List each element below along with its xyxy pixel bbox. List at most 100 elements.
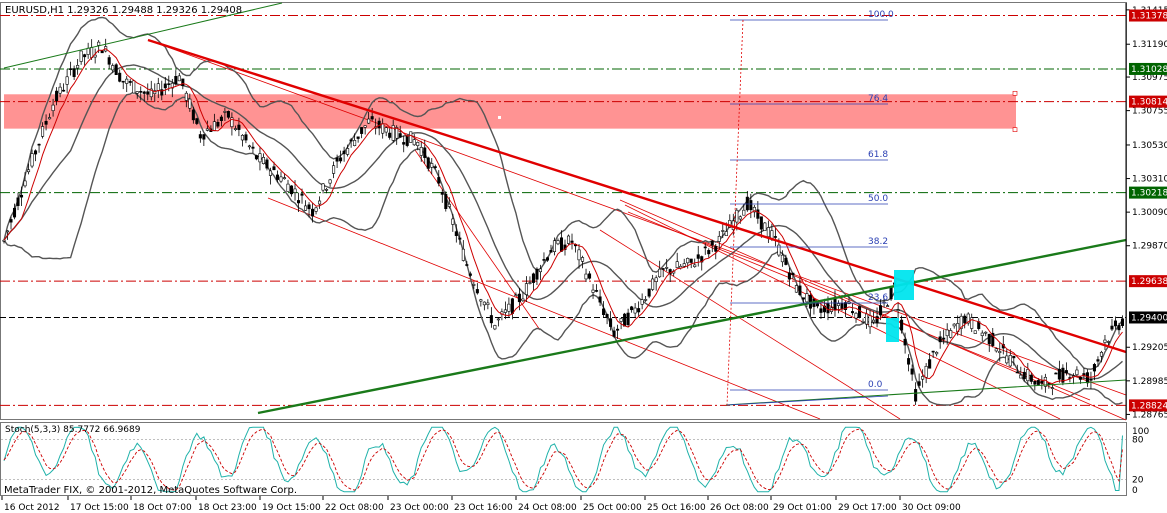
candle-body	[616, 328, 620, 331]
candle-body	[517, 293, 521, 303]
candle-body	[1040, 380, 1044, 384]
candle-body	[202, 134, 206, 140]
candle-body	[300, 193, 304, 196]
candle-body	[177, 75, 181, 82]
candle-body	[535, 268, 539, 280]
candle-body	[1117, 325, 1121, 331]
candle-body	[710, 240, 714, 246]
candle-body	[914, 389, 918, 402]
candle-body	[174, 76, 178, 85]
candle-body	[917, 381, 921, 386]
candle-body	[444, 193, 448, 209]
candle-body	[896, 309, 900, 311]
candle-body	[339, 157, 343, 162]
candle-body	[581, 257, 585, 262]
candle-body	[76, 65, 80, 69]
candle-body	[332, 165, 336, 174]
price-tag-label: 1.30814	[1131, 98, 1167, 108]
candle-body	[815, 303, 819, 307]
candle-body	[696, 254, 700, 259]
candle-body	[346, 148, 350, 155]
candle-body	[286, 183, 290, 192]
price-tick-label: 1.28985	[1132, 377, 1167, 387]
price-tag-label: 1.31028	[1131, 65, 1167, 75]
candle-body	[121, 80, 125, 83]
candle-body	[1061, 367, 1065, 383]
candle-body	[9, 219, 13, 223]
candle-body	[1099, 351, 1103, 357]
candle-body	[528, 282, 532, 284]
fib-anchor-line	[726, 19, 744, 406]
candle-body	[325, 189, 329, 191]
candle-body	[440, 191, 444, 195]
candle-body	[556, 240, 560, 245]
candle-body	[924, 365, 928, 378]
price-tag	[1129, 311, 1167, 324]
candle-body	[419, 147, 423, 156]
candle-body	[62, 89, 66, 92]
candle-body	[644, 299, 648, 301]
candle-body	[454, 231, 458, 236]
candle-body	[468, 273, 472, 276]
time-tick-label: 25 Oct 16:00	[647, 503, 706, 513]
candle-body	[623, 313, 627, 327]
candle-body	[872, 319, 876, 323]
candle-body	[244, 134, 248, 141]
candle-body	[342, 150, 346, 155]
candle-body	[433, 166, 437, 169]
candle-body	[395, 127, 399, 139]
candle-body	[198, 134, 202, 139]
time-tick-label: 24 Oct 08:00	[518, 503, 577, 513]
candle-body	[237, 124, 241, 130]
candle-body	[223, 111, 227, 113]
candle-body	[836, 303, 841, 306]
candle-body	[1092, 364, 1096, 372]
candle-body	[489, 315, 493, 324]
candle-body	[328, 179, 332, 184]
candle-body	[777, 244, 781, 256]
price-tick-label: 1.30530	[1132, 141, 1167, 151]
candle-body	[735, 209, 739, 223]
price-tag-label: 1.31378	[1131, 12, 1167, 22]
upper-trendline	[3, 2, 283, 69]
candle-body	[566, 235, 571, 244]
candle-body	[296, 200, 301, 204]
candle-body	[542, 259, 546, 261]
candle-body	[854, 312, 858, 319]
candle-body	[612, 330, 616, 337]
minor-support-trendline	[725, 379, 1127, 406]
candle-body	[335, 157, 339, 162]
candle-body	[1057, 368, 1061, 380]
candle-body	[37, 143, 41, 146]
candle-body	[654, 277, 658, 282]
candle-body	[801, 297, 805, 300]
candle-body	[689, 258, 693, 263]
candle-body	[521, 298, 525, 302]
time-tick-label: 29 Oct 01:00	[773, 503, 832, 513]
price-tick-label: 1.29205	[1132, 343, 1167, 353]
candle-body	[48, 117, 52, 120]
price-tick-label: 1.30310	[1132, 175, 1167, 185]
candle-body	[55, 90, 59, 102]
fib-level-label: 0.0	[868, 380, 883, 390]
candle-body	[752, 206, 756, 213]
candle-body	[935, 351, 939, 355]
time-tick-label: 17 Oct 15:00	[70, 503, 129, 513]
candle-body	[230, 117, 234, 128]
time-tick-label: 18 Oct 23:00	[198, 503, 257, 513]
candle-body	[1029, 374, 1033, 382]
candle-body	[584, 273, 588, 280]
candle-body	[798, 285, 802, 295]
candle-body	[195, 118, 199, 124]
candle-body	[363, 125, 367, 128]
candle-body	[493, 325, 497, 330]
price-tick-label: 1.30975	[1132, 73, 1167, 83]
candle-body	[321, 183, 325, 191]
candle-body	[318, 200, 322, 205]
candle-body	[251, 146, 255, 149]
time-tick-label: 26 Oct 08:00	[710, 503, 769, 513]
current-price-highlight	[886, 318, 899, 342]
candle-body	[682, 263, 686, 267]
